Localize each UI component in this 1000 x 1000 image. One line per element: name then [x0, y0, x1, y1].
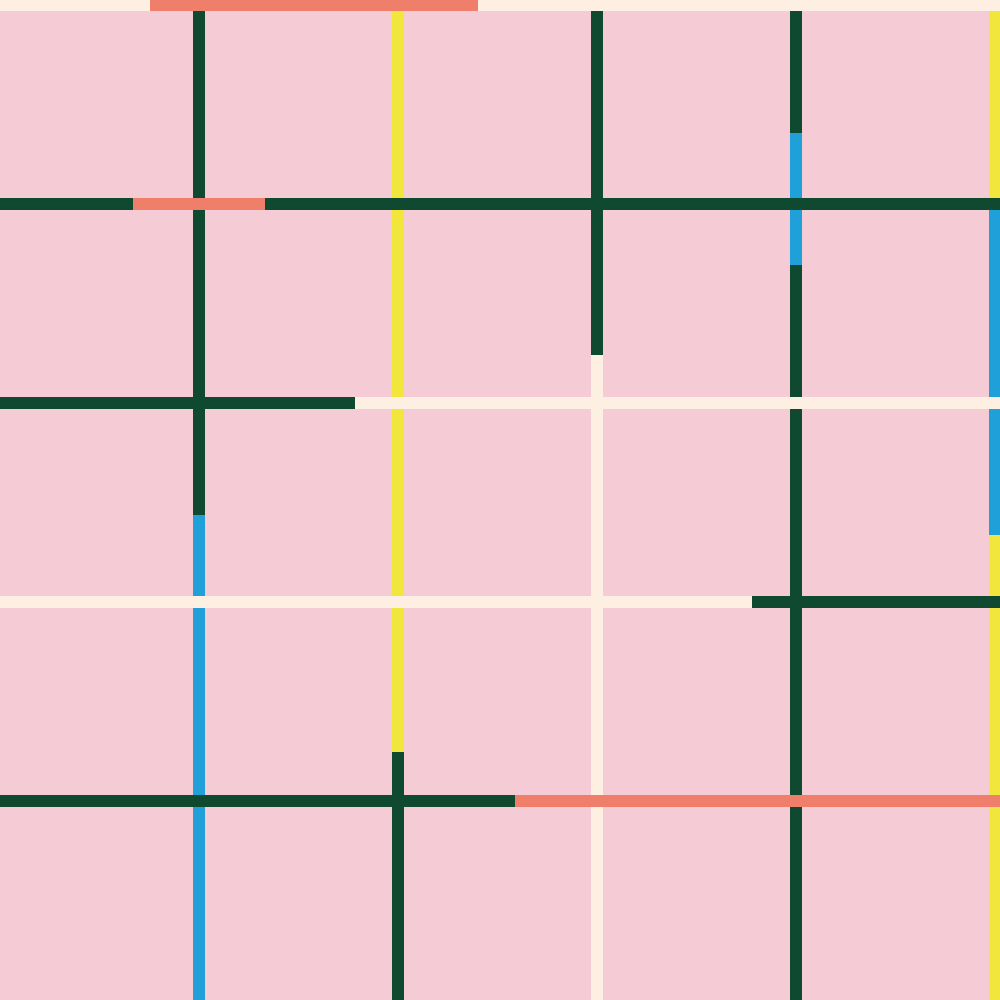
horizontal-lines [0, 0, 1000, 807]
vertical-lines [193, 0, 1000, 1000]
